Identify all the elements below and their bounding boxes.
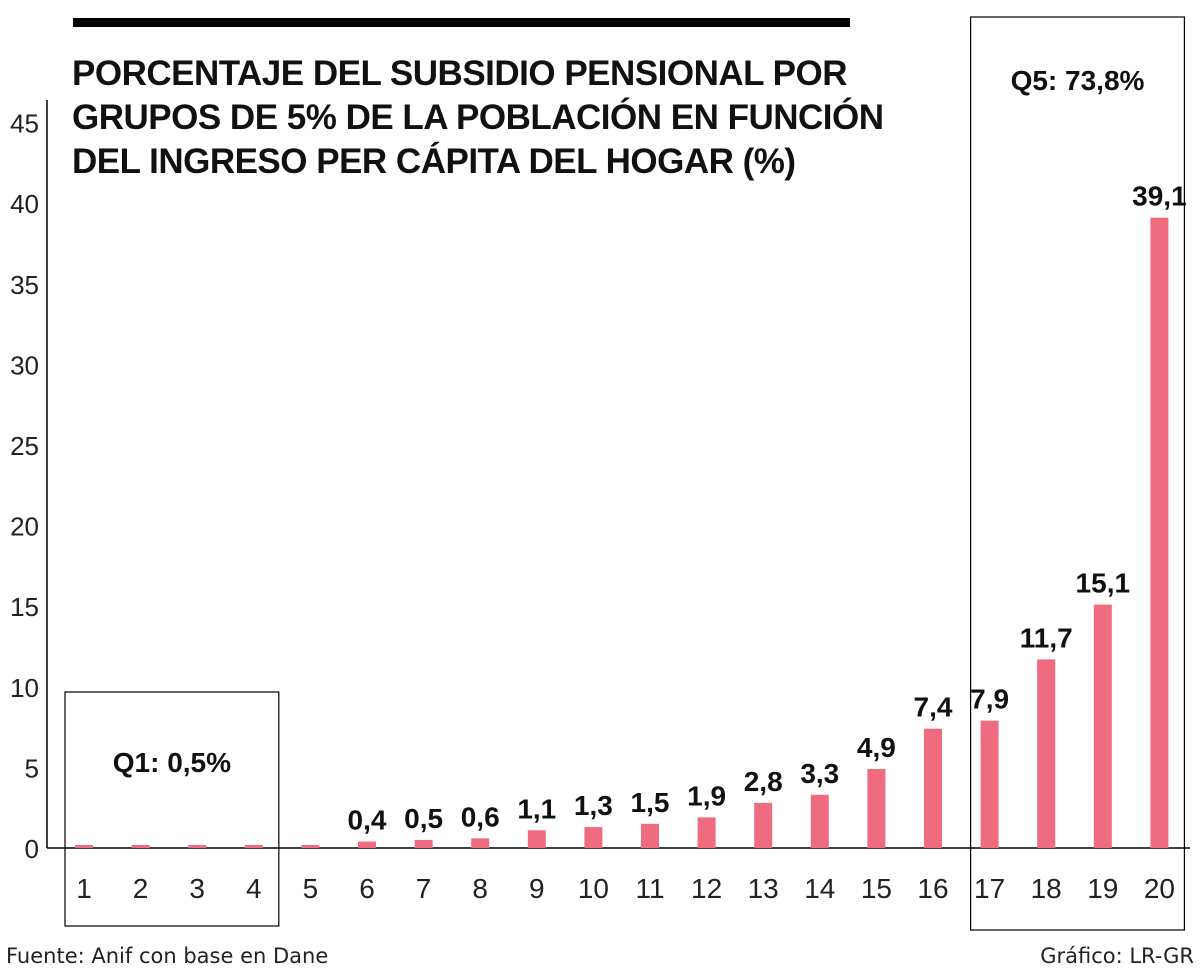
- data-label: 7,4: [914, 692, 953, 723]
- x-tick-label: 2: [133, 873, 149, 904]
- bar: [754, 802, 773, 848]
- q1-box: [64, 691, 280, 927]
- y-tick-label: 30: [10, 350, 39, 380]
- x-tick-label: 6: [359, 873, 375, 904]
- bar: [75, 845, 93, 848]
- x-tick-label: 19: [1087, 873, 1118, 904]
- bar: [867, 769, 886, 848]
- bar: [697, 817, 716, 848]
- x-tick-label: 17: [974, 873, 1005, 904]
- bar: [301, 845, 320, 848]
- data-label: 2,8: [744, 766, 783, 797]
- chart-title: PORCENTAJE DEL SUBSIDIO PENSIONAL POR GR…: [72, 52, 952, 184]
- data-label: 0,4: [348, 805, 387, 836]
- y-tick-label: 15: [10, 592, 39, 622]
- data-label: 0,5: [404, 803, 443, 834]
- data-label: 15,1: [1076, 568, 1131, 599]
- x-tick-label: 10: [578, 873, 609, 904]
- data-label: 3,3: [800, 758, 839, 789]
- bar: [641, 823, 659, 848]
- data-label: 11,7: [1020, 622, 1073, 653]
- x-tick-label: 18: [1031, 873, 1062, 904]
- bar: [527, 830, 546, 848]
- bar: [131, 845, 150, 848]
- x-tick-label: 14: [804, 873, 835, 904]
- bar: [244, 845, 263, 848]
- x-tick-label: 11: [635, 873, 664, 904]
- bar: [584, 827, 603, 848]
- data-label: 1,9: [687, 780, 726, 811]
- q5-box: [969, 16, 1185, 931]
- bar: [414, 839, 433, 848]
- y-tick-label: 45: [10, 109, 39, 139]
- data-label: 39,1: [1132, 181, 1187, 212]
- x-tick-label: 12: [691, 873, 722, 904]
- data-label: 1,5: [631, 787, 670, 818]
- y-tick-label: 40: [10, 189, 39, 219]
- title-line-1: PORCENTAJE DEL SUBSIDIO PENSIONAL POR: [72, 54, 847, 93]
- x-tick-label: 13: [748, 873, 779, 904]
- x-tick-label: 20: [1144, 873, 1175, 904]
- bar: [358, 841, 376, 848]
- data-label: 7,9: [970, 684, 1009, 715]
- bar: [924, 728, 942, 848]
- title-line-2: GRUPOS DE 5% DE LA POBLACIÓN EN FUNCIÓN: [72, 98, 884, 137]
- y-tick-label: 10: [10, 673, 39, 703]
- q1-annotation: Q1: 0,5%: [113, 747, 231, 778]
- bar: [1093, 604, 1112, 848]
- bar: [1150, 217, 1169, 848]
- bar: [188, 845, 207, 848]
- title-rule: [73, 18, 850, 27]
- bar: [810, 794, 829, 848]
- data-label: 1,1: [517, 793, 556, 824]
- y-tick-label: 20: [10, 512, 39, 542]
- q5-annotation: Q5: 73,8%: [1011, 65, 1145, 96]
- x-tick-label: 4: [246, 873, 262, 904]
- data-label: 4,9: [857, 732, 896, 763]
- x-tick-label: 3: [189, 873, 205, 904]
- y-tick-label: 5: [25, 753, 39, 783]
- x-tick-label: 8: [472, 873, 488, 904]
- x-tick-label: 1: [76, 873, 92, 904]
- y-tick-label: 35: [10, 270, 39, 300]
- source-note: Fuente: Anif con base en Dane: [6, 944, 329, 968]
- y-tick-label: 25: [10, 431, 39, 461]
- y-tick-label: 0: [25, 834, 39, 864]
- data-label: 0,6: [461, 801, 500, 832]
- bar: [1037, 659, 1056, 848]
- graphic-credit: Gráfico: LR-GR: [1040, 944, 1194, 968]
- title-line-3: DEL INGRESO PER CÁPITA DEL HOGAR (%): [72, 142, 796, 181]
- x-tick-label: 5: [303, 873, 319, 904]
- data-label: 1,3: [574, 790, 613, 821]
- x-tick-label: 9: [529, 873, 545, 904]
- x-tick-label: 7: [416, 873, 432, 904]
- x-tick-label: 15: [861, 873, 892, 904]
- bar: [471, 838, 490, 848]
- x-tick-label: 16: [917, 873, 948, 904]
- bar: [980, 720, 999, 848]
